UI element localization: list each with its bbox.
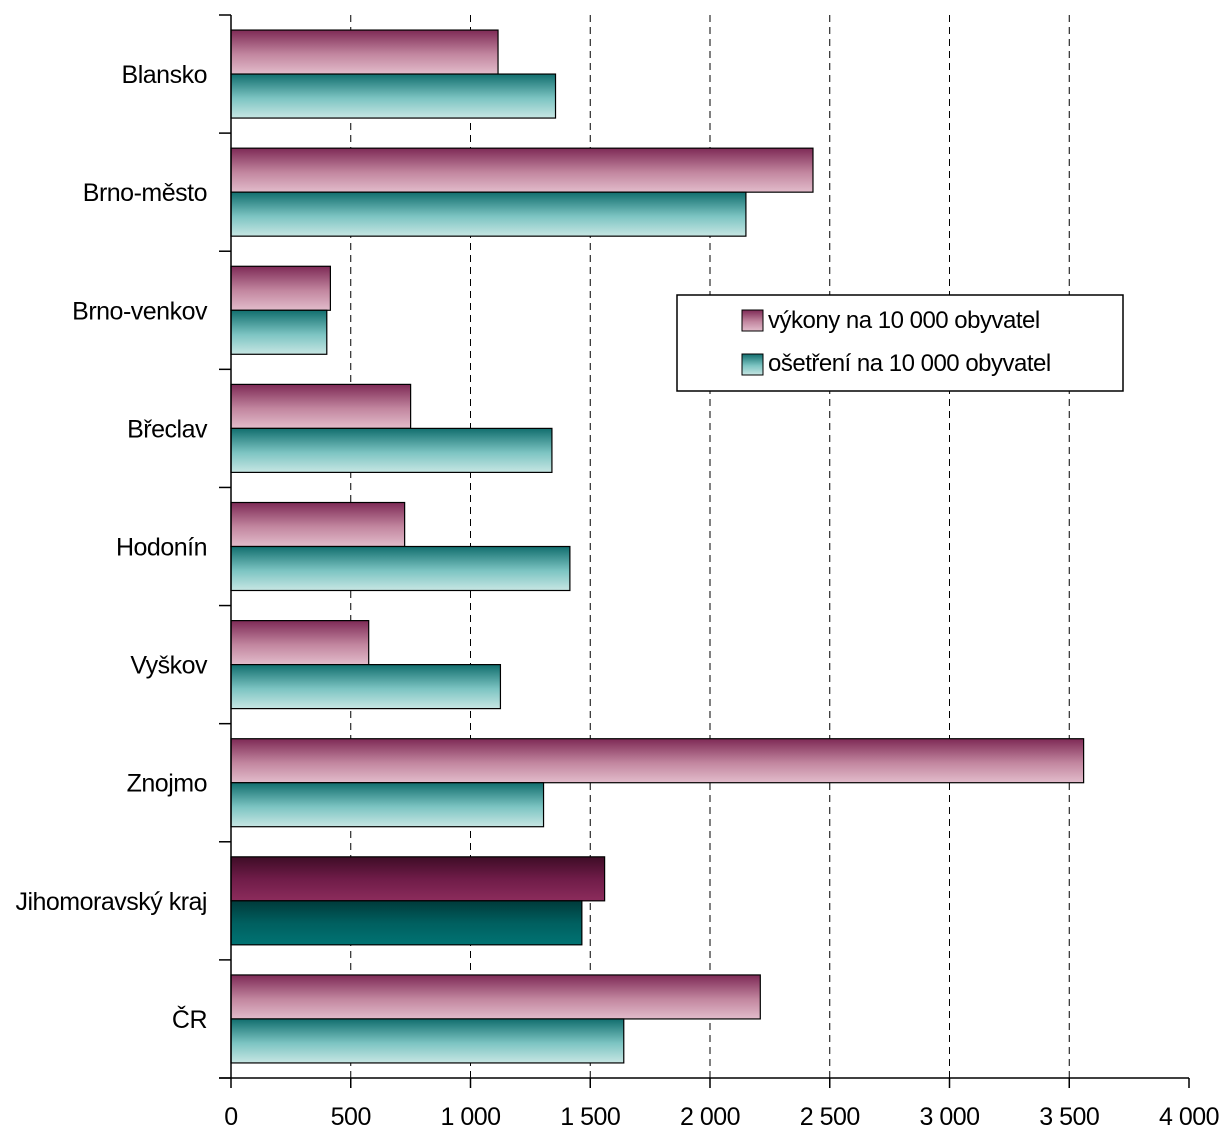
x-tick-label: 2 000 (680, 1103, 740, 1131)
bar-osetreni-brno-mesto (230, 191, 747, 237)
bar-vykony-brno-venkov (230, 265, 331, 311)
x-tick-label: 1 000 (440, 1103, 500, 1131)
x-tick-label: 3 000 (919, 1103, 979, 1131)
bar-vykony-hodonin (230, 501, 406, 548)
bar-osetreni-cr (230, 1018, 625, 1064)
bar-vykony-brno-mesto (230, 147, 814, 193)
bar-osetreni-brno-venkov (230, 309, 328, 355)
bar-vykony-jihomoravsky-kraj (230, 856, 606, 902)
category-label-blansko: Blansko (122, 61, 207, 89)
legend: výkony na 10 000 obyvatel ošetření na 10… (676, 294, 1124, 392)
category-label-cr: ČR (172, 1005, 207, 1034)
category-label-brno-mesto: Brno-město (83, 179, 207, 207)
category-label-breclav: Břeclav (127, 415, 208, 443)
x-tick-label: 1 500 (560, 1103, 620, 1131)
bar-osetreni-breclav (230, 427, 553, 473)
x-tick-label: 500 (331, 1103, 371, 1131)
legend-label-vykony: výkony na 10 000 obyvatel (768, 307, 1040, 334)
bar-vykony-cr (230, 974, 761, 1020)
bar-osetreni-jihomoravsky-kraj (230, 900, 583, 946)
bar-osetreni-blansko (230, 73, 557, 119)
category-labels: Blansko Brno-město Brno-venkov Břeclav Hodon… (15, 61, 208, 1034)
bars (230, 29, 1085, 1064)
bar-vykony-vyskov (230, 620, 370, 666)
category-label-znojmo: Znojmo (127, 770, 207, 798)
bar-vykony-znojmo (230, 738, 1085, 784)
bar-osetreni-vyskov (230, 664, 502, 710)
legend-swatch-vykony (741, 309, 764, 332)
category-label-brno-venkov: Brno-venkov (72, 297, 208, 325)
category-label-hodonin: Hodonín (116, 534, 207, 562)
category-label-vyskov: Vyškov (130, 652, 208, 680)
x-tick-label: 3 500 (1039, 1103, 1099, 1131)
bar-vykony-blansko (230, 29, 499, 75)
bar-osetreni-hodonin (230, 545, 571, 592)
x-tick-label: 4 000 (1159, 1103, 1219, 1131)
x-tick-label: 0 (224, 1103, 237, 1131)
x-tick-labels: 0 500 1 000 1 500 2 000 2 500 3 000 3 500 4 000 (224, 1103, 1219, 1131)
category-label-jihomoravsky-kraj: Jihomoravský kraj (15, 888, 207, 916)
axes (219, 14, 1190, 1088)
legend-label-osetreni: ošetření na 10 000 obyvatel (768, 350, 1051, 377)
x-tick-label: 2 500 (800, 1103, 860, 1131)
bar-osetreni-znojmo (230, 782, 545, 828)
bar-vykony-breclav (230, 383, 412, 429)
legend-swatch-osetreni (741, 353, 764, 376)
